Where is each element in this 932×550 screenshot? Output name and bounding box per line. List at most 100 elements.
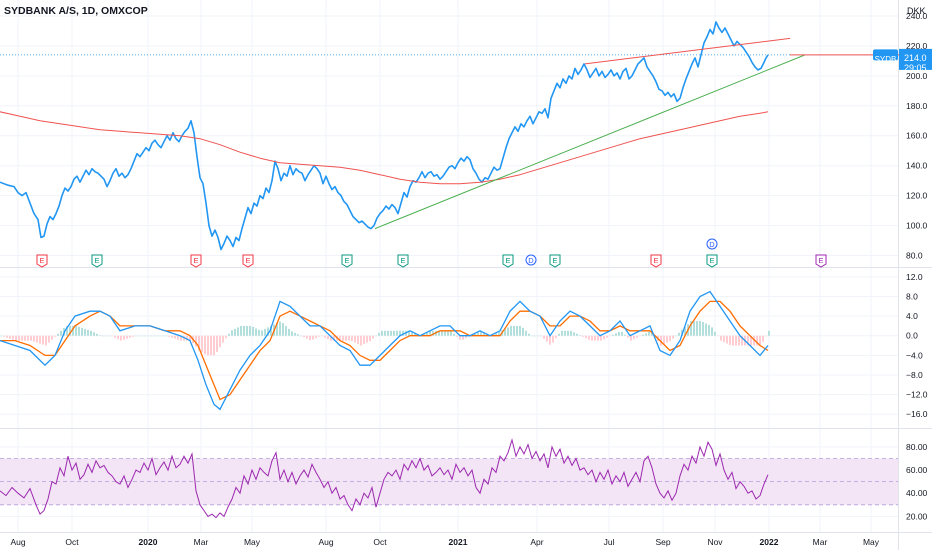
histogram-bar	[198, 335, 200, 351]
histogram-bar	[675, 335, 677, 337]
histogram-bar	[690, 321, 692, 336]
histogram-bar	[84, 328, 86, 336]
histogram-bar	[672, 335, 674, 339]
y-tick-label: 100.0	[906, 221, 928, 231]
histogram-bar	[114, 335, 116, 338]
earnings-marker-label: E	[552, 256, 557, 265]
histogram-bar	[234, 328, 236, 336]
histogram-bar	[42, 335, 44, 345]
histogram-bar	[309, 335, 311, 341]
histogram-bar	[450, 330, 452, 336]
histogram-bar	[714, 331, 716, 336]
histogram-bar	[504, 328, 506, 336]
histogram-bar	[720, 335, 722, 341]
histogram-bar	[444, 330, 446, 336]
earnings-marker-shape	[242, 254, 254, 268]
histogram-bar	[705, 323, 707, 336]
histogram-bar	[111, 335, 113, 337]
time-axis[interactable]: Aug Oct 2020 Mar May Aug Oct 2021 Apr Jul Sep Nov 20…	[10, 537, 879, 547]
dividend-marker[interactable]: D	[525, 254, 537, 266]
y-tick-label: 0.0	[906, 331, 918, 341]
earnings-marker[interactable]: E	[502, 254, 514, 268]
earnings-marker[interactable]: E	[397, 254, 409, 268]
histogram-bar	[459, 335, 461, 340]
histogram-bar	[312, 335, 314, 340]
histogram-bar	[495, 333, 497, 336]
earnings-marker[interactable]: E	[706, 254, 718, 268]
histogram-bar	[432, 330, 434, 336]
histogram-bar	[21, 335, 23, 341]
earnings-marker-shape	[341, 254, 353, 268]
histogram-bar	[339, 335, 341, 341]
x-tick-label: Oct	[65, 537, 79, 547]
histogram-bar	[423, 334, 425, 336]
histogram-bar	[453, 333, 455, 336]
histogram-bar	[357, 335, 359, 345]
histogram-bar	[141, 335, 143, 337]
histogram-bar	[585, 335, 587, 339]
histogram-bar	[0, 335, 2, 337]
histogram-bar	[225, 335, 227, 339]
histogram-bar	[477, 332, 479, 336]
histogram-bar	[81, 327, 83, 336]
histogram-bar	[732, 335, 734, 346]
histogram-bar	[573, 332, 575, 336]
y-tick-label: 120.0	[906, 191, 928, 201]
histogram-bar	[516, 325, 518, 336]
earnings-marker[interactable]: E	[650, 254, 662, 268]
histogram-bar	[126, 335, 128, 339]
histogram-bar	[144, 335, 146, 337]
histogram-bar	[534, 335, 536, 337]
histogram-bar	[669, 335, 671, 342]
histogram-bar	[693, 321, 695, 336]
x-tick-label: 2021	[449, 537, 468, 547]
earnings-marker[interactable]: E	[815, 254, 827, 268]
histogram-bar	[207, 335, 209, 356]
histogram-bar	[96, 333, 98, 336]
histogram-bar	[237, 327, 239, 336]
histogram-bar	[738, 335, 740, 346]
histogram-bar	[540, 335, 542, 337]
histogram-bar	[270, 325, 272, 336]
earnings-marker[interactable]: E	[91, 254, 103, 268]
dividend-marker-label: D	[709, 240, 715, 249]
y-tick-label: 20.00	[906, 511, 928, 521]
earnings-marker[interactable]: E	[242, 254, 254, 268]
histogram-bar	[75, 325, 77, 336]
earnings-marker[interactable]: E	[36, 254, 48, 268]
histogram-bar	[576, 333, 578, 336]
histogram-bar	[204, 335, 206, 355]
earnings-marker[interactable]: E	[341, 254, 353, 268]
y-tick-label: 180.0	[906, 101, 928, 111]
histogram-bar	[174, 335, 176, 339]
dividend-marker[interactable]: D	[706, 238, 718, 250]
x-tick-label: Nov	[707, 537, 723, 547]
histogram-bar	[402, 330, 404, 336]
y-tick-label: 220.0	[906, 41, 928, 51]
histogram-bar	[696, 321, 698, 336]
earnings-marker-label: E	[245, 256, 250, 265]
histogram-bar	[30, 335, 32, 341]
histogram-bar	[579, 335, 581, 336]
histogram-bar	[615, 333, 617, 336]
histogram-bar	[12, 335, 14, 340]
histogram-bar	[621, 331, 623, 336]
histogram-bar	[60, 330, 62, 336]
earnings-marker-label: E	[818, 256, 823, 265]
earnings-marker[interactable]: E	[549, 254, 561, 268]
histogram-bar	[594, 335, 596, 341]
price-axis[interactable]: 80.0 100.0 120.0 140.0 160.0 180.0 200.0 220.0 2…	[906, 11, 928, 521]
earnings-marker[interactable]: E	[190, 254, 202, 268]
symbol-tag-background	[873, 49, 898, 61]
histogram-bar	[201, 335, 203, 353]
series-price	[0, 21, 769, 251]
y-tick-label: 140.0	[906, 161, 928, 171]
histogram-bar	[522, 327, 524, 336]
earnings-marker-shape	[397, 254, 409, 268]
histogram-bar	[333, 335, 335, 341]
earnings-marker-label: E	[400, 256, 405, 265]
histogram-bar	[303, 335, 305, 338]
histogram-bar	[543, 335, 545, 339]
histogram-bar	[765, 335, 767, 337]
